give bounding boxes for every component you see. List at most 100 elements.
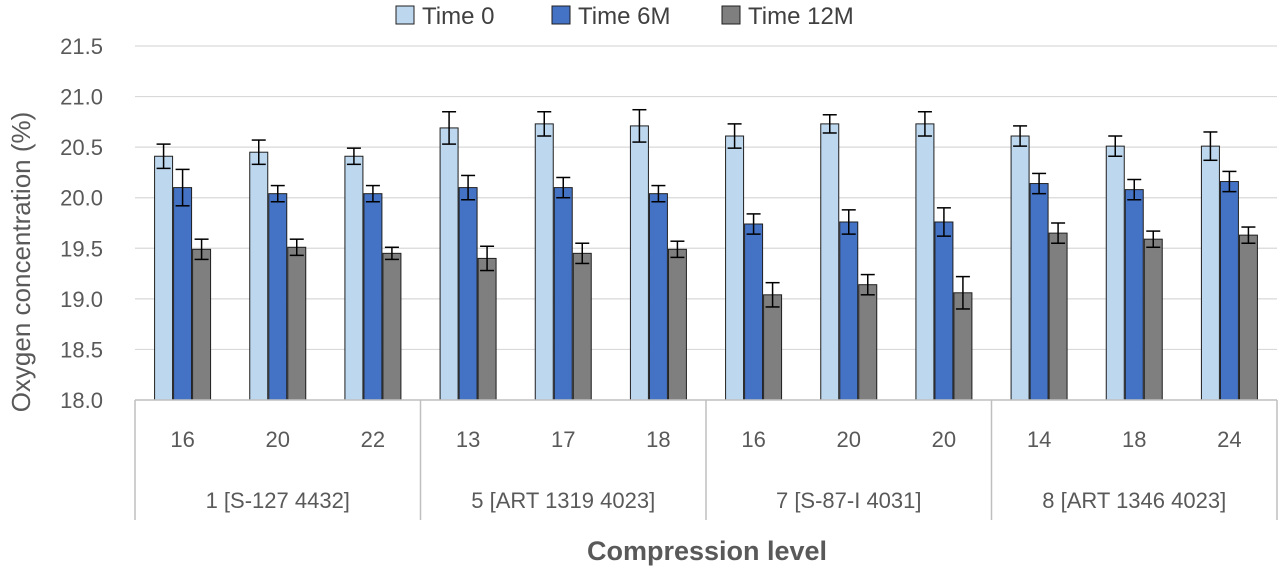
error-bar [727,123,742,149]
bar-time-6m [268,193,288,401]
y-axis-tick-labels: 18.0 18.5 19.0 19.5 20.0 20.5 21.0 21.5 [60,34,103,413]
bar-time-12m [1143,238,1163,401]
bar-time-0 [820,123,840,401]
error-bar [346,147,361,166]
y-tick-label: 20.5 [60,135,103,160]
y-tick-label: 18.0 [60,388,103,413]
bar-time-6m [839,221,859,401]
error-bar [670,240,685,259]
bar-time-0 [725,135,745,401]
y-tick-label: 19.5 [60,236,103,261]
error-bar [955,275,970,310]
bar-time-6m [1029,183,1049,401]
x-tick-label: 13 [456,427,480,452]
bar-time-0 [1010,135,1030,401]
error-bar [936,207,951,237]
error-bar [651,184,666,203]
x-tick-label: 22 [361,427,385,452]
bar-time-6m [934,221,954,401]
bar-time-6m [363,193,383,401]
legend-item: Time 0 [395,3,494,30]
gridlines [135,45,1277,351]
legend-label: Time 6M [578,3,670,30]
error-bar [1051,222,1066,244]
x-tick-label: 20 [837,427,861,452]
x-axis-title: Compression level [587,536,827,566]
error-bar [556,176,571,199]
bar-time-6m [1219,181,1239,401]
error-bar [575,242,590,265]
y-tick-label: 21.0 [60,85,103,110]
x-tick-label: 18 [1122,427,1146,452]
y-tick-label: 18.5 [60,337,103,362]
bar-time-6m [648,193,668,401]
error-bar [1108,135,1123,157]
error-bar [860,273,875,296]
error-bar [1146,230,1161,249]
bar-time-6m [744,223,764,401]
error-bar [461,174,476,201]
x-tick-label: 24 [1217,427,1241,452]
error-bar [1127,178,1142,201]
bar-time-0 [1105,145,1125,401]
error-bar [175,168,190,207]
bar-time-12m [763,294,783,401]
x-tick-label: 20 [932,427,956,452]
bar-time-6m [1124,189,1144,401]
error-bar [365,184,380,203]
x-tick-label: 16 [741,427,765,452]
x-tick-label: 18 [646,427,670,452]
legend: Time 0 Time 6M Time 12M [395,3,854,30]
bar-time-12m [382,252,402,401]
bar-time-0 [629,125,649,401]
legend-swatch [395,5,415,25]
error-bars [156,108,1256,310]
error-bar [822,114,837,134]
bar-time-6m [458,187,478,401]
bar-time-6m [553,187,573,401]
error-bar [251,139,266,166]
bar-time-12m [192,248,212,401]
error-bar [384,246,399,261]
error-bar [1222,170,1237,193]
error-bar [537,110,552,137]
error-bar [480,245,495,272]
legend-swatch [551,5,571,25]
x-group-label: 7 [S-87-I 4031] [776,488,922,513]
error-bar [1241,226,1256,244]
x-axis: 16 20 22 1 [S-127 4432] 13 17 18 5 [ART 1319 40… [134,399,1278,520]
x-tick-label: 20 [266,427,290,452]
bar-time-0 [1200,145,1220,401]
legend-item: Time 12M [721,3,854,30]
x-group-label: 1 [S-127 4432] [206,488,350,513]
bar-series [154,123,1258,401]
bar-time-0 [439,127,459,401]
legend-label: Time 0 [422,3,494,30]
error-bar [917,110,932,137]
bar-time-12m [1238,234,1258,401]
bar-time-12m [287,246,307,401]
bar-time-12m [858,284,878,401]
error-bar [632,108,647,143]
legend-item: Time 6M [551,3,670,30]
x-tick-label: 17 [551,427,575,452]
error-bar [841,209,856,235]
error-bar [1032,172,1047,195]
legend-swatch [721,5,741,25]
bar-time-12m [667,248,687,401]
error-bar [442,110,457,145]
error-bar [270,184,285,203]
x-group-label: 8 [ART 1346 4023] [1042,488,1226,513]
y-tick-label: 21.5 [60,34,103,59]
legend-label: Time 12M [748,3,854,30]
error-bar [289,238,304,257]
bar-time-6m [173,187,193,401]
bar-time-0 [249,151,269,401]
bar-time-12m [1048,232,1068,401]
error-bar [1203,131,1218,162]
error-bar [156,143,171,170]
bar-time-12m [477,257,497,401]
y-tick-label: 19.0 [60,287,103,312]
bar-time-0 [915,123,935,401]
